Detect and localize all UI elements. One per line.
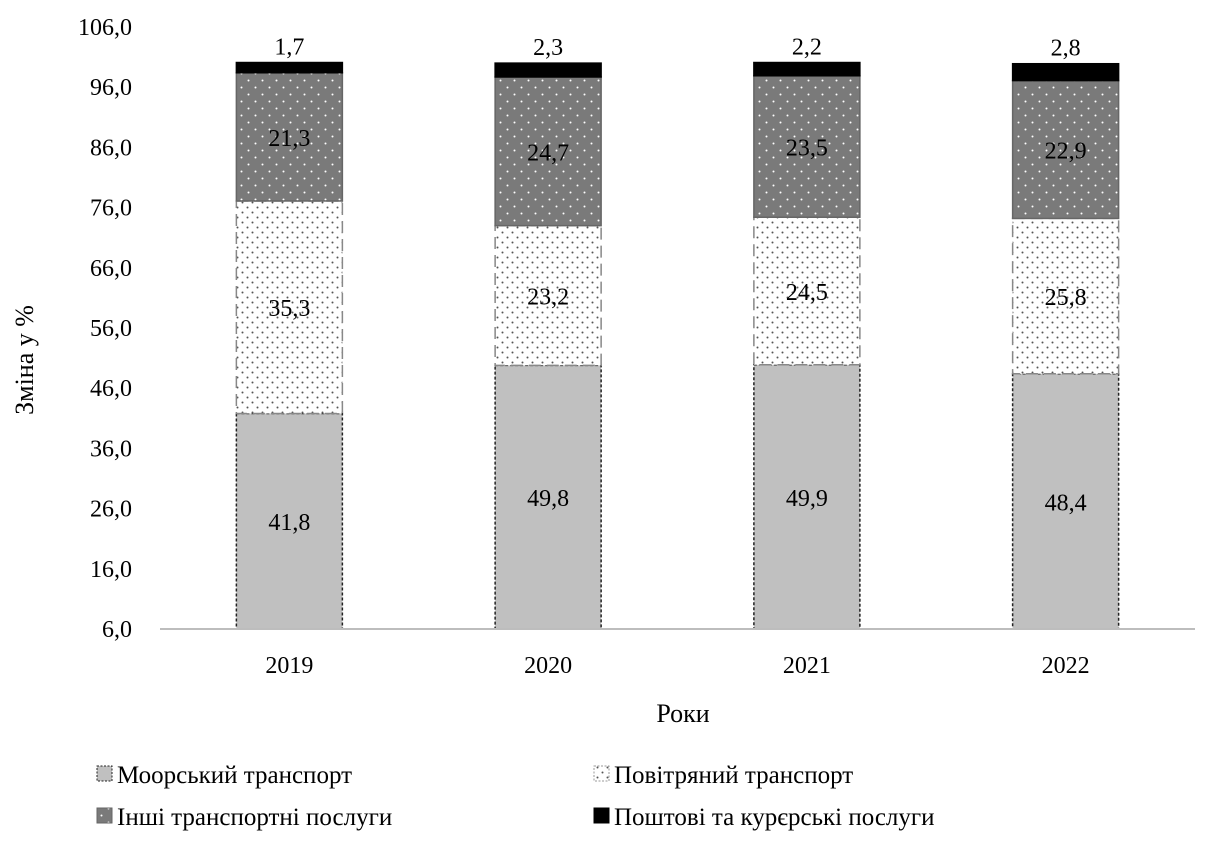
y-tick-label: 26,0 [90,497,132,523]
data-label: 24,7 [527,140,569,166]
data-label: 2,3 [533,35,563,61]
legend: Моорський транспорт Повітряний транспорт І… [96,762,935,831]
legend-swatch [96,765,113,782]
bar-segment-post [235,61,344,74]
bar-segment-other [1011,79,1120,220]
data-label: 35,3 [268,296,310,322]
data-label: 25,8 [1045,285,1087,311]
x-tick-label: 2020 [524,653,572,679]
data-label: 24,5 [786,280,828,306]
x-tick-label: 2021 [783,653,831,679]
y-tick-label: 86,0 [90,135,132,161]
y-axis-title: Зміна у % [10,305,39,415]
data-label: 22,9 [1045,139,1087,165]
x-tick-label: 2019 [265,653,313,679]
legend-label: Поштові та курєрські послуги [614,804,935,831]
data-label: 23,2 [527,284,569,310]
legend-label: Інші транспортні послуги [117,804,392,831]
bar-segment-air [1011,217,1120,375]
y-tick-label: 56,0 [90,316,132,342]
data-label: 41,8 [268,510,310,536]
data-label: 1,7 [274,35,304,61]
bar-segment-air [235,200,344,415]
x-axis-ticks: 2019 2020 2021 2022 [265,653,1089,679]
y-tick-label: 16,0 [90,557,132,583]
y-tick-label: 6,0 [102,617,132,643]
y-tick-label: 46,0 [90,376,132,402]
legend-label: Моорський транспорт [117,762,352,789]
data-label: 2,2 [792,35,822,61]
y-tick-label: 66,0 [90,256,132,282]
x-axis-title: Роки [656,699,709,728]
bar-segment-post [494,62,602,78]
bar-segment-sea [494,364,602,630]
data-label: 2,8 [1051,36,1081,62]
legend-swatch [593,765,610,782]
bar-segment-sea [235,412,344,630]
bar-segment-other [494,76,602,227]
bar-segment-air [753,216,861,366]
x-tick-label: 2022 [1042,653,1090,679]
legend-label: Повітряний транспорт [614,762,853,789]
data-label: 49,9 [786,486,828,512]
bar-segment-other [753,75,861,218]
legend-swatch [96,807,113,824]
data-label: 21,3 [268,126,310,152]
bar-segment-sea [753,363,861,630]
legend-swatch [593,807,610,824]
y-tick-label: 96,0 [90,75,132,101]
bar-segment-air [494,224,602,367]
data-label: 23,5 [786,135,828,161]
y-tick-label: 106,0 [78,15,132,41]
data-label: 49,8 [527,486,569,512]
y-axis-ticks: 6,0 16,0 26,0 36,0 46,0 56,0 66,0 76,0 86,0 96,0 1… [78,15,132,643]
bar-segment-sea [1011,373,1120,630]
data-label: 48,4 [1045,490,1087,516]
y-tick-label: 36,0 [90,436,132,462]
bar-segment-post [1011,62,1120,82]
bars-group: 41,8 35,3 21,3 1,7 49,8 23,2 24,7 2,3 49,9 24,5 23… [235,35,1120,630]
bar-segment-post [753,61,861,77]
y-tick-label: 76,0 [90,196,132,222]
